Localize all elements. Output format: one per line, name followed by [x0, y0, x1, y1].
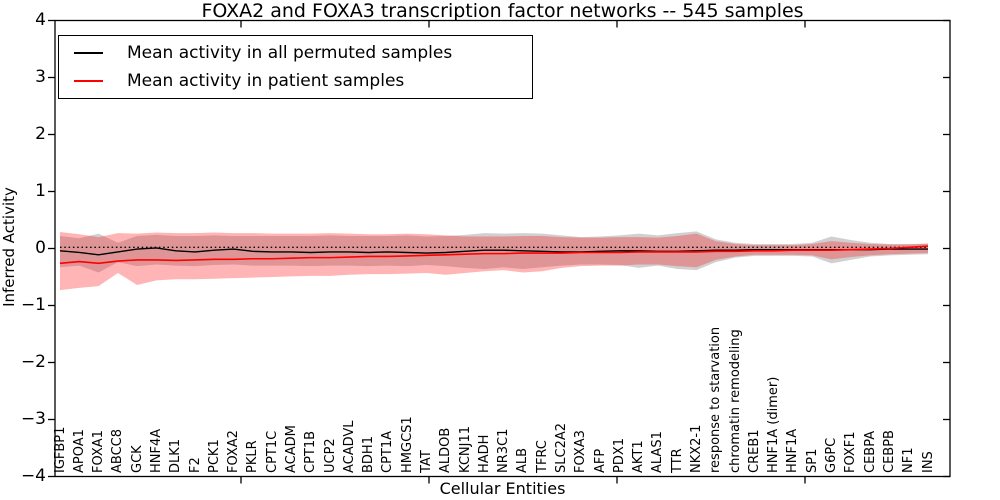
- x-tick-label: NKX2-1: [689, 424, 705, 473]
- x-tick-label: PCK1: [206, 439, 222, 473]
- y-tick-label: −4: [20, 466, 46, 486]
- y-tick-label: −1: [20, 295, 46, 315]
- x-tick-label: SLC2A2: [554, 422, 569, 473]
- x-tick-label: ALDOB: [438, 427, 454, 473]
- x-tick-label: TAT: [418, 450, 434, 473]
- x-tick-label: ALB: [515, 447, 531, 473]
- x-tick-label: AFP: [592, 448, 608, 473]
- legend-item-permuted: Mean activity in all permuted samples: [59, 43, 532, 63]
- x-tick-label: NR3C1: [496, 428, 512, 473]
- x-tick-label: TTR: [669, 448, 685, 473]
- legend: Mean activity in all permuted samples Me…: [58, 35, 533, 99]
- legend-line-sample-red: [74, 79, 103, 82]
- y-tick-label: 4: [35, 10, 46, 30]
- x-tick-label: CEBPB: [881, 430, 897, 473]
- legend-item-patient: Mean activity in patient samples: [59, 71, 532, 91]
- x-tick-label: KCNJ11: [457, 426, 473, 473]
- chart-title: FOXA2 and FOXA3 transcription factor net…: [201, 0, 804, 22]
- x-tick-label: HNF1A: [785, 428, 801, 473]
- x-tick-label: FOXF1: [843, 431, 859, 473]
- x-tick-label: HMGCS1: [399, 416, 415, 473]
- x-tick-label: NF1: [901, 447, 917, 473]
- y-axis-label: Inferred Activity: [0, 187, 18, 307]
- legend-label: Mean activity in patient samples: [127, 70, 405, 91]
- x-tick-label: CREB1: [746, 429, 762, 473]
- x-tick-label: CEBPA: [862, 430, 878, 473]
- x-tick-label: ABCC8: [110, 428, 126, 473]
- y-tick-label: 2: [35, 124, 46, 144]
- x-tick-label: F2: [187, 457, 203, 473]
- x-tick-label: DLK1: [168, 438, 184, 473]
- x-tick-label: FOXA2: [226, 430, 242, 473]
- x-tick-label: chromatin remodeling: [727, 329, 743, 473]
- x-tick-label: PDX1: [611, 437, 627, 473]
- x-tick-label: CPT1B: [303, 430, 319, 473]
- band-permuted: [60, 231, 928, 273]
- x-tick-label: CPT1C: [264, 430, 280, 473]
- x-tick-label: FOXA1: [91, 430, 107, 473]
- x-tick-label: AKT1: [631, 440, 647, 473]
- x-tick-label: HADH: [476, 434, 492, 473]
- x-tick-label: APOA1: [71, 429, 87, 473]
- x-tick-label: INS: [920, 451, 936, 473]
- band-patient: [60, 231, 928, 291]
- x-tick-label: HNF4A: [148, 428, 164, 473]
- x-tick-label: PKLR: [245, 440, 261, 473]
- x-tick-label: IGFBP1: [52, 426, 68, 473]
- x-tick-label: ALAS1: [650, 431, 666, 473]
- y-tick-label: −3: [20, 409, 46, 429]
- permuted-mean-line: [59, 247, 928, 256]
- y-tick-label: 0: [35, 238, 46, 258]
- x-tick-label: response to starvation: [708, 326, 724, 473]
- y-tick-label: 1: [35, 181, 46, 201]
- x-tick-label: ACADVL: [341, 420, 357, 473]
- x-axis-label: Cellular Entities: [439, 479, 566, 498]
- x-tick-label: FOXA3: [573, 430, 589, 473]
- x-tick-label: CPT1A: [380, 430, 396, 473]
- y-tick-label: −2: [20, 352, 46, 372]
- x-tick-label: TFRC: [534, 440, 550, 473]
- patient-mean-line: [59, 245, 929, 265]
- x-tick-label: GCK: [129, 445, 145, 473]
- legend-label: Mean activity in all permuted samples: [127, 43, 453, 64]
- x-tick-label: UCP2: [322, 438, 338, 473]
- legend-line-sample-black: [74, 52, 103, 55]
- x-tick-label: SP1: [804, 448, 820, 473]
- x-tick-label: BDH1: [361, 436, 377, 473]
- x-tick-label: HNF1A (dimer): [766, 376, 782, 473]
- x-tick-label: G6PC: [824, 437, 840, 473]
- y-tick-label: 3: [35, 67, 46, 87]
- x-tick-label: ACADM: [283, 425, 299, 473]
